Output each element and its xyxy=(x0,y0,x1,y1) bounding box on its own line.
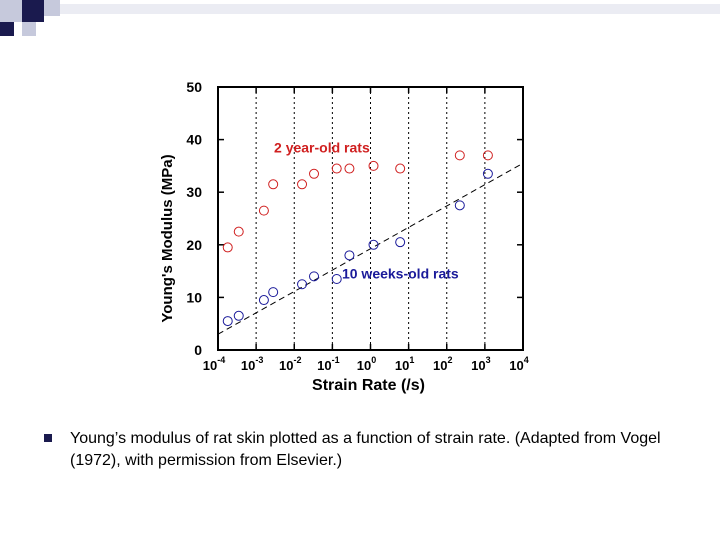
x-tick-label: 102 xyxy=(433,355,452,373)
y-tick-label: 20 xyxy=(186,237,202,253)
x-tick-label: 104 xyxy=(509,355,528,373)
scatter-chart: 0 10 20 30 40 50 10-4 10-3 10-2 10-1 100 101 102 103… xyxy=(159,79,529,394)
point-10-weeks-old xyxy=(258,295,269,306)
x-tick-label: 101 xyxy=(395,355,414,373)
x-tick-label: 103 xyxy=(471,355,490,373)
point-10-weeks-old xyxy=(454,200,465,211)
deco-bar xyxy=(60,4,720,14)
point-2-year-old xyxy=(309,168,320,179)
point-2-year-old xyxy=(258,205,269,216)
point-2-year-old xyxy=(344,163,355,174)
deco-square xyxy=(22,22,36,36)
point-2-year-old xyxy=(297,179,308,190)
point-2-year-old xyxy=(454,150,465,161)
x-tick-label: 100 xyxy=(357,355,376,373)
point-10-weeks-old xyxy=(482,168,493,179)
caption-bullet xyxy=(44,434,52,442)
data-points xyxy=(222,150,493,327)
point-10-weeks-old xyxy=(395,237,406,248)
x-tick-label: 10-2 xyxy=(279,355,301,373)
x-tick-label: 10-3 xyxy=(241,355,263,373)
x-axis-ticks: 10-4 10-3 10-2 10-1 100 101 102 103 104 xyxy=(203,87,529,373)
series-annotations: 2 year-old rats 10 weeks-old rats xyxy=(274,139,459,281)
point-10-weeks-old xyxy=(297,279,308,290)
point-10-weeks-old xyxy=(309,271,320,282)
y-tick-label: 0 xyxy=(194,342,202,358)
point-10-weeks-old xyxy=(268,287,279,298)
figure-caption: Young’s modulus of rat skin plotted as a… xyxy=(70,430,661,469)
y-tick-label: 50 xyxy=(186,79,202,95)
point-2-year-old xyxy=(331,163,342,174)
point-10-weeks-old xyxy=(331,273,342,284)
point-2-year-old xyxy=(268,179,279,190)
x-axis-label: Strain Rate (/s) xyxy=(312,377,425,394)
point-10-weeks-old xyxy=(222,316,233,327)
deco-square xyxy=(0,0,22,22)
point-2-year-old xyxy=(233,226,244,237)
point-2-year-old xyxy=(222,242,233,253)
x-tick-label: 10-4 xyxy=(203,355,225,373)
deco-square xyxy=(0,22,14,36)
point-2-year-old xyxy=(395,163,406,174)
point-2-year-old xyxy=(482,150,493,161)
deco-square xyxy=(44,0,60,16)
deco-square xyxy=(22,0,44,22)
point-10-weeks-old xyxy=(233,310,244,321)
x-tick-label: 10-1 xyxy=(317,355,339,373)
y-tick-label: 40 xyxy=(186,132,202,148)
y-axis-ticks: 0 10 20 30 40 50 xyxy=(186,79,523,358)
y-axis-label: Young's Modulus (MPa) xyxy=(159,154,176,322)
point-10-weeks-old xyxy=(344,250,355,261)
y-tick-label: 30 xyxy=(186,184,202,200)
y-tick-label: 10 xyxy=(186,289,202,305)
label-2-year-old-rats: 2 year-old rats xyxy=(274,139,370,155)
grid-lines xyxy=(255,87,486,350)
point-10-weeks-old xyxy=(368,239,379,250)
point-2-year-old xyxy=(368,160,379,171)
label-10-weeks-old-rats: 10 weeks-old rats xyxy=(342,266,459,282)
